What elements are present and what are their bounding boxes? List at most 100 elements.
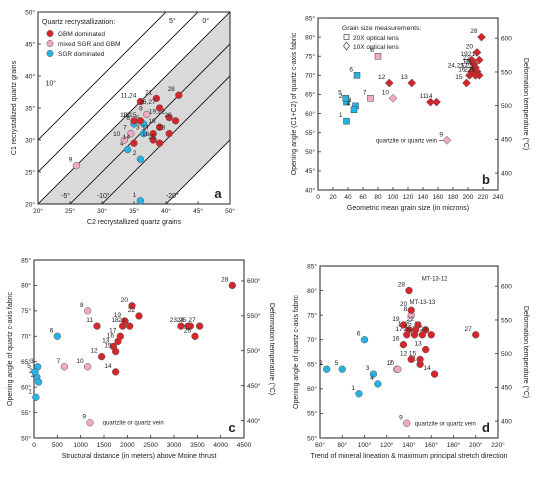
y2-tick-label: 600 <box>501 36 512 43</box>
data-point <box>384 78 394 88</box>
data-label: 18 <box>148 118 156 125</box>
y-tick-label: 50° <box>307 434 317 442</box>
data-label: 17 <box>109 327 117 334</box>
data-point <box>152 94 161 103</box>
y-tick-label: 70° <box>307 336 317 344</box>
legend-marker <box>343 41 350 51</box>
data-point <box>136 97 145 106</box>
data-label: 2 <box>319 360 323 367</box>
legend-marker <box>46 30 54 37</box>
data-label: 3 <box>30 358 34 365</box>
data-label: 19 <box>114 312 122 319</box>
x-tick-label: 220 <box>478 194 489 201</box>
data-label: 26 <box>184 327 192 334</box>
x-tick-label: 220° <box>491 441 505 449</box>
x-axis-label: Trend of mineral lineation & maximum pri… <box>311 453 508 460</box>
y-tick-label: 80° <box>21 282 31 290</box>
data-point <box>126 322 134 330</box>
data-point <box>410 331 419 339</box>
x-tick-label: 180 <box>448 194 459 201</box>
data-point <box>130 139 138 147</box>
y-tick-label: 45° <box>25 40 35 48</box>
data-label: 13 <box>414 341 422 348</box>
data-point <box>342 95 349 102</box>
data-point <box>432 97 441 107</box>
data-label: 28 <box>221 276 229 283</box>
data-label: 5 <box>27 363 31 370</box>
data-label: 15 <box>104 343 112 350</box>
data-label: 14 <box>425 93 433 100</box>
data-point <box>136 117 145 125</box>
x-tick-label: 4500 <box>237 442 252 449</box>
data-label: 19,22 <box>149 109 166 116</box>
x-tick-label: 200 <box>463 194 474 201</box>
data-point <box>388 93 398 103</box>
data-label: 14 <box>123 134 131 141</box>
panel-label: b <box>482 172 490 187</box>
data-label: 16 <box>142 131 150 138</box>
data-point <box>407 355 415 364</box>
y-tick-label: 60° <box>21 383 31 391</box>
y-tick-label: 35° <box>25 104 35 112</box>
x-tick-label: 0 <box>316 194 320 201</box>
data-label: 3 <box>136 125 140 132</box>
data-label: 9 <box>439 131 443 138</box>
data-point <box>86 419 94 427</box>
data-label: 20 <box>400 301 408 308</box>
data-label: 2 <box>133 150 137 157</box>
data-label: 10 <box>387 360 395 367</box>
legend-title: Quartz recrystallization: <box>42 19 115 26</box>
offset-line <box>101 75 230 204</box>
data-label: 6 <box>349 66 353 73</box>
data-label: 17 <box>461 63 469 70</box>
x-tick-label: 40° <box>161 207 171 215</box>
annotation: quartzite or quartz vein <box>376 138 437 144</box>
x-tick-label: 2000 <box>120 442 135 449</box>
data-label: 13 <box>401 74 409 81</box>
data-point <box>426 97 435 107</box>
data-point <box>407 306 415 314</box>
y-tick-label: 85° <box>307 262 317 270</box>
y-tick-label: 70° <box>21 333 31 341</box>
y2-tick-label: 400 <box>501 170 512 177</box>
data-point <box>72 161 81 170</box>
data-label: 24,25,25 <box>448 63 474 70</box>
data-label: 1 <box>339 112 343 119</box>
data-label: 11,24 <box>121 93 137 100</box>
x-tick-label: 140° <box>402 441 416 449</box>
legend-marker <box>343 34 350 40</box>
data-label: 3 <box>366 365 370 372</box>
x-tick-label: 50° <box>225 207 235 215</box>
offset-line <box>38 12 167 141</box>
data-point <box>474 55 484 65</box>
y2-tick-label: 500 <box>501 351 512 358</box>
data-label: 21 <box>468 51 476 58</box>
offset-line-label: -5° <box>61 192 70 200</box>
data-label: 8 <box>80 302 84 309</box>
offset-line-label: 5° <box>169 17 176 25</box>
annotation: MT-13-12 <box>422 277 448 283</box>
x-tick-label: 35° <box>129 207 139 215</box>
x-tick-label: 80° <box>337 441 347 449</box>
data-label: 9 <box>69 157 73 164</box>
y2-axis-label: Deformation temperature (°C) <box>522 58 530 150</box>
data-label: 8 <box>370 47 374 54</box>
x-tick-label: 120 <box>403 194 414 201</box>
y2-tick-label: 450° <box>247 382 261 390</box>
data-label: 15 <box>455 74 463 81</box>
x-tick-label: 20° <box>33 207 43 215</box>
data-point <box>374 52 382 60</box>
data-point <box>175 91 183 99</box>
y-tick-label: 25° <box>25 168 35 176</box>
y2-tick-label: 600 <box>501 284 512 291</box>
data-label: 27 <box>464 66 472 73</box>
y-tick-label: 65° <box>307 361 317 369</box>
data-label: 25 <box>148 134 156 141</box>
y2-tick-label: 550 <box>501 317 512 324</box>
offset-line <box>38 12 230 204</box>
data-point <box>405 286 413 295</box>
x-tick-label: 0 <box>32 442 36 449</box>
legend-title: Grain size measurements: <box>342 25 421 32</box>
offset-line-label: 0° <box>202 17 209 25</box>
